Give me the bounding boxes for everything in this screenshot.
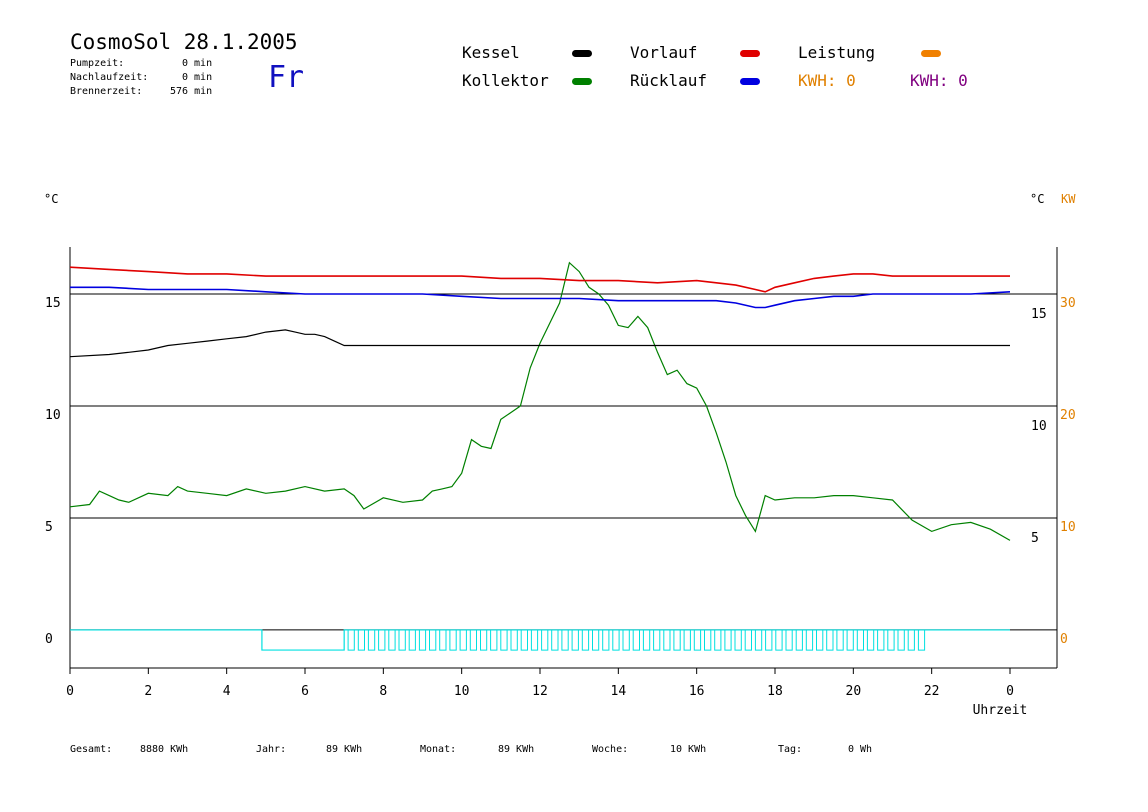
right-axis-unit-kw: KW [1061,192,1076,206]
footer-label-tag: Tag: [778,744,803,755]
left-axis-unit: °C [44,192,59,206]
stat-label-brennerzeit: Brennerzeit: [70,86,143,97]
x-tick-label: 2 [144,684,152,699]
legend-swatch-vorlauf [740,50,760,57]
x-tick-label: 4 [223,684,231,699]
x-tick-label: 14 [611,684,627,699]
stat-label-pumpzeit: Pumpzeit: [70,58,125,69]
legend-label-ruecklauf: Rücklauf [630,71,708,90]
x-tick-label: 0 [1006,684,1014,699]
legend-swatch-leistung [921,50,941,57]
axes [69,247,1058,674]
footer-value-gesamt: 8880 KWh [140,744,189,755]
legend-swatch-kollektor [572,78,592,85]
right-axis-unit-c: °C [1030,192,1045,206]
x-tick-label: 6 [301,684,309,699]
series-leistung [70,629,1010,651]
x-tick-label: 10 [454,684,470,699]
x-tick-label: 22 [924,684,940,699]
right-c-tick-label: 15 [1031,307,1047,322]
footer-label-woche: Woche: [592,744,629,755]
footer-value-woche: 10 KWh [670,744,707,755]
footer-value-tag: 0 Wh [848,744,873,755]
right-c-tick-label: 10 [1031,419,1047,434]
kwh-label-orange: KWH: 0 [798,71,856,90]
left-tick-label: 0 [45,632,53,647]
stat-value-nachlaufzeit: 0 min [182,72,213,83]
x-tick-label: 12 [532,684,548,699]
legend-label-vorlauf: Vorlauf [630,43,698,62]
x-tick-label: 18 [767,684,783,699]
series-kessel [69,329,1010,358]
tick-labels: 0 2 4 6 8 10 12 14 16 18 20 22 0 Uhrzeit 0 5 10 15 5 10 15 0 1… [45,296,1076,718]
kwh-label-purple: KWH: 0 [910,71,968,90]
footer-label-gesamt: Gesamt: [70,744,113,755]
right-kw-tick-label: 0 [1060,632,1068,647]
legend-label-kessel: Kessel [462,43,520,62]
left-tick-label: 5 [45,520,53,535]
x-axis-label: Uhrzeit [973,703,1028,718]
gridlines [70,293,1057,631]
footer-value-jahr: 89 KWh [326,744,363,755]
footer-label-monat: Monat: [420,744,457,755]
stat-label-nachlaufzeit: Nachlaufzeit: [70,72,149,83]
x-tick-label: 20 [846,684,862,699]
right-c-tick-label: 5 [1031,531,1039,546]
footer-label-jahr: Jahr: [256,744,287,755]
legend-swatch-ruecklauf [740,78,760,85]
legend-swatch-kessel [572,50,592,57]
legend-label-leistung: Leistung [798,43,876,62]
legend-label-kollektor: Kollektor [462,71,549,90]
app-title: CosmoSol 28.1.2005 [70,30,298,54]
right-kw-tick-label: 30 [1060,296,1076,311]
x-tick-label: 8 [379,684,387,699]
series-ruecklauf [70,286,1011,309]
left-tick-label: 10 [45,408,61,423]
x-tick-label: 16 [689,684,705,699]
left-tick-label: 15 [45,296,61,311]
series [69,261,1011,651]
footer-value-monat: 89 KWh [498,744,535,755]
series-leistung-pulses [347,629,926,651]
series-vorlauf [69,266,1010,293]
right-kw-tick-label: 20 [1060,408,1076,423]
series-kollektor [69,261,1011,541]
stat-value-brennerzeit: 576 min [170,86,213,97]
x-tick-label: 0 [66,684,74,699]
weekday-label: Fr [268,60,305,95]
stat-value-pumpzeit: 0 min [182,58,213,69]
right-kw-tick-label: 10 [1060,520,1076,535]
